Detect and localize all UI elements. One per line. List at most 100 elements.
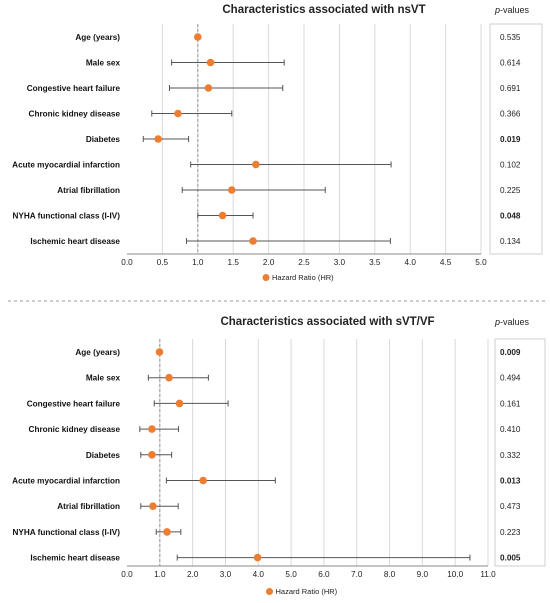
- p-value: 0.494: [500, 374, 521, 383]
- forest-row: Atrial fibrillation 0.225: [57, 186, 521, 195]
- x-tick-label: 1.0: [154, 570, 166, 579]
- pvalues-box: [494, 338, 546, 567]
- hr-point: [253, 553, 262, 562]
- p-value: 0.013: [500, 477, 521, 486]
- hr-point: [199, 476, 207, 485]
- forest-row: NYHA functional class (I-IV) 0.048: [12, 212, 520, 221]
- forest-panel-2: Characteristics associated with sVT/VF p-…: [12, 316, 546, 596]
- x-tick-label: 3.0: [334, 258, 346, 267]
- row-label: Chronic kidney disease: [29, 110, 121, 119]
- forest-row: Age (years) 0.009: [75, 348, 521, 357]
- x-tick-label: 1.0: [192, 258, 204, 267]
- p-value: 0.009: [500, 348, 521, 357]
- forest-row: Male sex 0.614: [86, 59, 521, 68]
- x-tick-label: 0.0: [121, 258, 133, 267]
- hr-point: [154, 135, 162, 143]
- p-value: 0.535: [500, 33, 521, 42]
- row-label: Chronic kidney disease: [29, 425, 121, 434]
- p-value: 0.005: [500, 554, 521, 563]
- hr-point: [218, 211, 227, 220]
- row-label: Male sex: [86, 374, 121, 383]
- x-tick-label: 10.0: [447, 570, 463, 579]
- x-tick-label: 11.0: [480, 570, 496, 579]
- forest-row: Age (years) 0.535: [75, 33, 521, 42]
- row-label: Congestive heart failure: [27, 399, 121, 408]
- row-label: Atrial fibrillation: [57, 502, 120, 511]
- p-value: 0.473: [500, 502, 521, 511]
- hr-point: [194, 33, 202, 41]
- row-label: NYHA functional class (I-IV): [12, 212, 120, 221]
- hr-point: [252, 160, 260, 169]
- forest-row: Ischemic heart disease 0.134: [30, 237, 521, 246]
- hr-point: [163, 528, 171, 536]
- hr-point: [149, 502, 157, 511]
- row-label: Atrial fibrillation: [57, 186, 120, 195]
- x-tick-label: 1.5: [228, 258, 240, 267]
- pvalues-header: p-values: [494, 317, 530, 327]
- p-value: 0.225: [500, 186, 521, 195]
- forest-row: NYHA functional class (I-IV) 0.223: [12, 528, 520, 537]
- p-value: 0.366: [500, 110, 521, 119]
- hr-point: [227, 186, 236, 194]
- p-value: 0.614: [500, 59, 521, 68]
- forest-row: Acute myocardial infarction 0.013: [12, 477, 521, 486]
- forest-row: Diabetes 0.332: [86, 451, 521, 460]
- p-value: 0.223: [500, 528, 521, 537]
- forest-row: Chronic kidney disease 0.410: [29, 425, 521, 434]
- p-value: 0.048: [500, 212, 521, 221]
- x-tick-label: 4.0: [405, 258, 417, 267]
- x-tick-label: 5.0: [475, 258, 487, 267]
- x-tick-label: 2.5: [298, 258, 310, 267]
- row-label: Male sex: [86, 59, 121, 68]
- row-label: Age (years): [75, 348, 120, 357]
- x-tick-label: 0.0: [121, 570, 133, 579]
- x-tick-label: 4.5: [440, 258, 452, 267]
- forest-row: Congestive heart failure 0.691: [27, 84, 521, 93]
- row-label: Diabetes: [86, 451, 121, 460]
- forest-row: Male sex 0.494: [86, 374, 521, 383]
- hr-point: [148, 451, 156, 459]
- row-label: Ischemic heart disease: [30, 554, 120, 563]
- x-tick-label: 8.0: [384, 570, 396, 579]
- row-label: NYHA functional class (I-IV): [12, 528, 120, 537]
- chart-title: Characteristics associated with sVT/VF: [220, 316, 434, 328]
- x-tick-label: 4.0: [253, 570, 265, 579]
- hr-point: [148, 425, 156, 433]
- x-tick-label: 3.0: [220, 570, 232, 579]
- legend-label: Hazard Ratio (HR): [276, 587, 338, 596]
- forest-row: Chronic kidney disease 0.366: [29, 110, 521, 119]
- p-value: 0.332: [500, 451, 521, 460]
- hr-point: [206, 58, 215, 67]
- hr-point: [155, 348, 164, 356]
- p-value: 0.691: [500, 84, 521, 93]
- p-value: 0.134: [500, 237, 521, 246]
- legend-marker: [266, 588, 273, 595]
- p-value: 0.019: [500, 135, 521, 144]
- forest-row: Acute myocardial infarction 0.102: [12, 161, 521, 170]
- p-value: 0.102: [500, 161, 521, 170]
- x-tick-label: 9.0: [417, 570, 429, 579]
- legend-marker: [262, 274, 270, 281]
- x-tick-label: 6.0: [318, 570, 330, 579]
- x-tick-label: 2.0: [263, 258, 275, 267]
- x-tick-label: 7.0: [351, 570, 363, 579]
- chart-title: Characteristics associated with nsVT: [222, 4, 425, 16]
- row-label: Acute myocardial infarction: [12, 477, 120, 486]
- row-label: Ischemic heart disease: [30, 237, 120, 246]
- hr-point: [165, 373, 173, 382]
- forest-panel-1: Characteristics associated with nsVT p-va…: [12, 4, 543, 282]
- forest-row: Diabetes 0.019: [86, 135, 521, 144]
- p-value: 0.161: [500, 399, 521, 408]
- x-tick-label: 2.0: [187, 570, 199, 579]
- legend-label: Hazard Ratio (HR): [272, 273, 334, 282]
- x-tick-label: 3.5: [369, 258, 381, 267]
- x-tick-label: 0.5: [157, 258, 169, 267]
- forest-row: Atrial fibrillation 0.473: [57, 502, 521, 511]
- pvalues-header: p-values: [494, 5, 530, 15]
- forest-row: Congestive heart failure 0.161: [27, 399, 521, 408]
- x-tick-label: 5.0: [285, 570, 297, 579]
- hr-point: [174, 109, 182, 118]
- row-label: Congestive heart failure: [27, 84, 121, 93]
